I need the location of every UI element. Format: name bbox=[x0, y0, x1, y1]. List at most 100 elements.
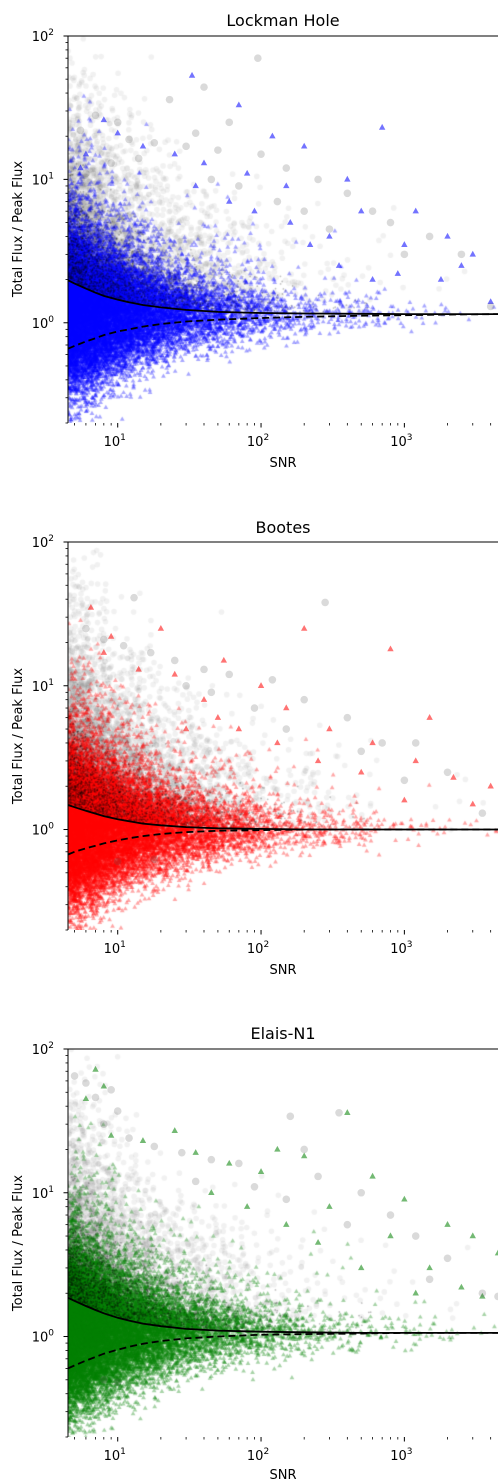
data-point-triangle bbox=[401, 796, 408, 803]
data-point-circle bbox=[82, 1079, 90, 1087]
data-point-triangle bbox=[487, 782, 494, 789]
data-point-triangle bbox=[469, 250, 476, 257]
data-point-circle bbox=[235, 182, 243, 190]
panel-title: Elais-N1 bbox=[250, 1024, 315, 1043]
data-point-triangle bbox=[188, 71, 196, 78]
data-point-triangle bbox=[139, 1137, 147, 1143]
y-axis-label: Total Flux / Peak Flux bbox=[11, 1175, 26, 1312]
data-point-triangle bbox=[243, 169, 251, 176]
data-point-circle bbox=[386, 218, 395, 227]
data-point-triangle bbox=[92, 1065, 99, 1072]
data-point-circle bbox=[425, 232, 434, 241]
data-point-triangle bbox=[200, 159, 208, 166]
plot-area: 101 102 103 100 101 102 bbox=[32, 28, 498, 450]
data-point-triangle bbox=[214, 714, 222, 720]
data-point-triangle bbox=[344, 1109, 351, 1115]
data-point-circle bbox=[457, 250, 466, 259]
data-point-triangle bbox=[135, 665, 142, 672]
data-point-triangle bbox=[326, 232, 333, 239]
data-point-triangle bbox=[426, 1264, 433, 1271]
x-tick-label: 103 bbox=[390, 433, 412, 450]
data-point-triangle bbox=[314, 1239, 322, 1245]
data-point-circle bbox=[113, 857, 122, 866]
data-point-circle bbox=[125, 1134, 133, 1142]
data-point-triangle bbox=[401, 241, 408, 247]
data-point-triangle bbox=[458, 1283, 465, 1290]
data-point-triangle bbox=[125, 346, 133, 352]
data-point-triangle bbox=[125, 1364, 133, 1371]
data-point-circle bbox=[235, 1159, 243, 1168]
data-point-triangle bbox=[82, 855, 90, 862]
plot-area: 101 102 103 100 101 102 bbox=[32, 1041, 498, 1464]
panel-title: Bootes bbox=[255, 518, 310, 537]
data-point-circle bbox=[443, 1254, 452, 1263]
x-tick-label: 101 bbox=[104, 433, 126, 450]
data-point-triangle bbox=[235, 725, 243, 732]
data-point-circle bbox=[368, 207, 377, 215]
x-tick-label: 101 bbox=[104, 1447, 126, 1464]
data-point-triangle bbox=[87, 603, 95, 610]
data-point-triangle bbox=[487, 298, 494, 305]
data-point-circle bbox=[119, 641, 128, 650]
data-point-triangle bbox=[82, 150, 90, 157]
data-point-triangle bbox=[378, 123, 386, 130]
data-point-circle bbox=[386, 1211, 395, 1219]
data-point-circle bbox=[91, 1093, 100, 1102]
lower-envelope-curve bbox=[68, 828, 498, 856]
x-tick-label: 102 bbox=[247, 940, 269, 957]
data-point-circle bbox=[250, 704, 259, 712]
data-point-circle bbox=[357, 1188, 366, 1197]
data-point-triangle bbox=[100, 649, 108, 655]
panel-lockman-hole: Lockman Hole Total Flux / Peak Flux SNR … bbox=[11, 11, 498, 471]
data-point-circle bbox=[257, 150, 265, 158]
data-point-triangle bbox=[171, 670, 178, 677]
data-point-circle bbox=[300, 1145, 308, 1154]
data-point-circle bbox=[177, 1148, 186, 1157]
data-point-circle bbox=[70, 1072, 79, 1080]
data-point-circle bbox=[113, 118, 122, 127]
data-point-circle bbox=[134, 154, 143, 163]
minor-ticks bbox=[65, 548, 492, 933]
data-point-circle bbox=[282, 1195, 291, 1204]
data-point-triangle bbox=[92, 1373, 99, 1380]
data-point-triangle bbox=[107, 852, 115, 859]
data-point-circle bbox=[150, 1142, 159, 1151]
data-point-triangle bbox=[283, 1221, 290, 1227]
data-point-circle bbox=[286, 1112, 295, 1121]
data-point-triangle bbox=[387, 645, 394, 652]
data-point-triangle bbox=[358, 207, 365, 214]
data-point-triangle bbox=[369, 739, 376, 746]
data-point-triangle bbox=[226, 1159, 233, 1166]
y-axis-label: Total Flux / Peak Flux bbox=[11, 161, 26, 298]
x-tick-label: 101 bbox=[104, 940, 126, 957]
data-point-circle bbox=[300, 207, 308, 215]
data-point-circle bbox=[82, 624, 90, 633]
data-point-triangle bbox=[326, 1203, 333, 1209]
data-point-circle bbox=[378, 739, 386, 747]
data-point-triangle bbox=[100, 1082, 108, 1089]
data-point-circle bbox=[207, 1155, 216, 1164]
data-point-circle bbox=[191, 129, 200, 137]
data-point-circle bbox=[91, 111, 100, 120]
data-point-circle bbox=[150, 855, 159, 864]
lower-envelope-curve bbox=[68, 313, 498, 350]
x-tick-label: 103 bbox=[390, 940, 412, 957]
data-point-circle bbox=[357, 747, 366, 756]
data-point-triangle bbox=[82, 1095, 90, 1102]
data-point-circle bbox=[76, 126, 85, 135]
data-point-triangle bbox=[314, 757, 322, 764]
data-point-circle bbox=[486, 302, 495, 311]
data-point-triangle bbox=[335, 262, 343, 268]
x-axis-label: SNR bbox=[269, 1468, 296, 1481]
data-point-triangle bbox=[82, 1376, 90, 1382]
data-point-triangle bbox=[401, 1195, 408, 1202]
data-point-triangle bbox=[469, 800, 476, 807]
scatter-cloud bbox=[68, 36, 498, 423]
data-point-triangle bbox=[107, 1131, 115, 1138]
data-point-circle bbox=[113, 1378, 122, 1387]
data-point-circle bbox=[254, 54, 262, 63]
panel-bootes: Bootes Total Flux / Peak Flux SNR 101 102… bbox=[11, 518, 498, 978]
data-point-triangle bbox=[107, 632, 115, 639]
data-point-circle bbox=[100, 635, 108, 644]
data-point-circle bbox=[282, 164, 291, 172]
